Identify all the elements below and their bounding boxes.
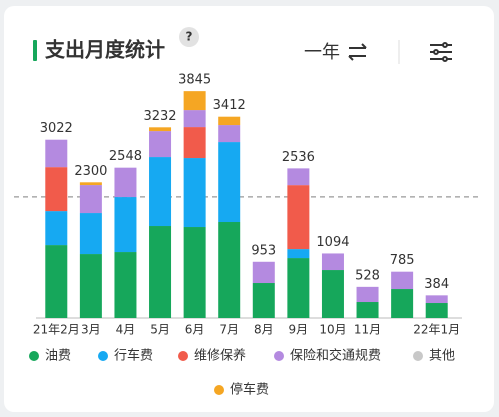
- bar-segment: [79, 254, 102, 318]
- total-label: 2300: [74, 164, 107, 179]
- bar-segment: [149, 226, 172, 318]
- bar-segment: [321, 253, 344, 271]
- total-label: 3412: [213, 98, 246, 113]
- bar-segment: [321, 270, 344, 318]
- total-label: 384: [424, 277, 449, 292]
- bar-segment: [183, 110, 206, 128]
- x-tick-label: 9月: [289, 323, 309, 337]
- bar-segment: [183, 158, 206, 228]
- legend-label: 行车费: [114, 348, 153, 364]
- legend-label: 保险和交通规费: [290, 348, 381, 364]
- total-label: 1094: [316, 235, 349, 250]
- x-tick-label: 6月: [185, 323, 205, 337]
- bar-segment: [45, 139, 68, 168]
- filter-icon[interactable]: [430, 42, 452, 62]
- bar-segment: [356, 302, 379, 318]
- bar-segment: [114, 167, 137, 198]
- bar-segment: [45, 245, 68, 318]
- bar-segment: [114, 252, 137, 318]
- bar-segment: [218, 116, 241, 126]
- bar-segment: [287, 249, 310, 259]
- help-button[interactable]: [179, 27, 199, 47]
- bar-segment: [183, 127, 206, 159]
- swap-icon[interactable]: [348, 43, 367, 61]
- x-tick-label: 4月: [116, 323, 136, 337]
- bar-segment: [149, 131, 172, 158]
- bar-segment: [356, 286, 379, 303]
- x-tick-label: 5月: [150, 323, 170, 337]
- legend-swatch: [413, 351, 423, 361]
- bar-segment: [287, 185, 310, 250]
- total-label: 2548: [109, 149, 142, 164]
- legend-label: 维修保养: [194, 348, 246, 364]
- total-label: 3232: [143, 109, 176, 124]
- x-tick-label: 8月: [254, 323, 274, 337]
- bar-segment: [252, 261, 275, 284]
- bar-segment: [287, 258, 310, 318]
- legend-swatch: [214, 385, 224, 395]
- bar-segment: [252, 283, 275, 318]
- total-label: 3845: [178, 73, 211, 88]
- chart-title: 支出月度统计: [45, 38, 165, 62]
- bar-segment: [114, 197, 137, 253]
- bar-segment: [149, 127, 172, 132]
- x-tick-label: 22年1月: [413, 323, 460, 337]
- help-icon: ?: [186, 30, 193, 44]
- total-label: 785: [390, 253, 415, 268]
- bar-segment: [425, 303, 448, 318]
- bar-segment: [183, 91, 206, 111]
- bar-segment: [45, 167, 68, 212]
- legend-swatch: [29, 351, 39, 361]
- bar-segment: [79, 185, 102, 214]
- bar-segment: [425, 295, 448, 304]
- total-label: 953: [251, 243, 276, 258]
- x-tick-label: 3月: [81, 323, 101, 337]
- legend-swatch: [178, 351, 188, 361]
- title-accent: [33, 40, 37, 61]
- x-tick-label: 11月: [354, 323, 381, 337]
- legend-label: 油费: [45, 349, 71, 364]
- legend-label: 停车费: [230, 382, 269, 398]
- bar-segment: [218, 142, 241, 223]
- total-label: 2536: [282, 150, 315, 165]
- legend-swatch: [274, 351, 284, 361]
- bar-segment: [149, 157, 172, 227]
- bar-segment: [218, 125, 241, 143]
- bar-segment: [79, 213, 102, 255]
- bar-segment: [79, 182, 102, 186]
- bar-segment: [183, 227, 206, 318]
- x-tick-label: 21年2月: [33, 323, 80, 337]
- legend-swatch: [98, 351, 108, 361]
- x-tick-label: 7月: [219, 323, 239, 337]
- card: [4, 6, 494, 412]
- bar-segment: [391, 271, 414, 290]
- legend-label: 其他: [429, 349, 455, 364]
- bar-segment: [45, 211, 68, 246]
- bar-segment: [391, 289, 414, 318]
- total-label: 3022: [40, 121, 73, 136]
- period-selector[interactable]: 一年: [304, 42, 340, 63]
- bar-segment: [287, 168, 310, 186]
- x-tick-label: 10月: [319, 323, 346, 337]
- bar-segment: [218, 222, 241, 318]
- total-label: 528: [355, 268, 380, 283]
